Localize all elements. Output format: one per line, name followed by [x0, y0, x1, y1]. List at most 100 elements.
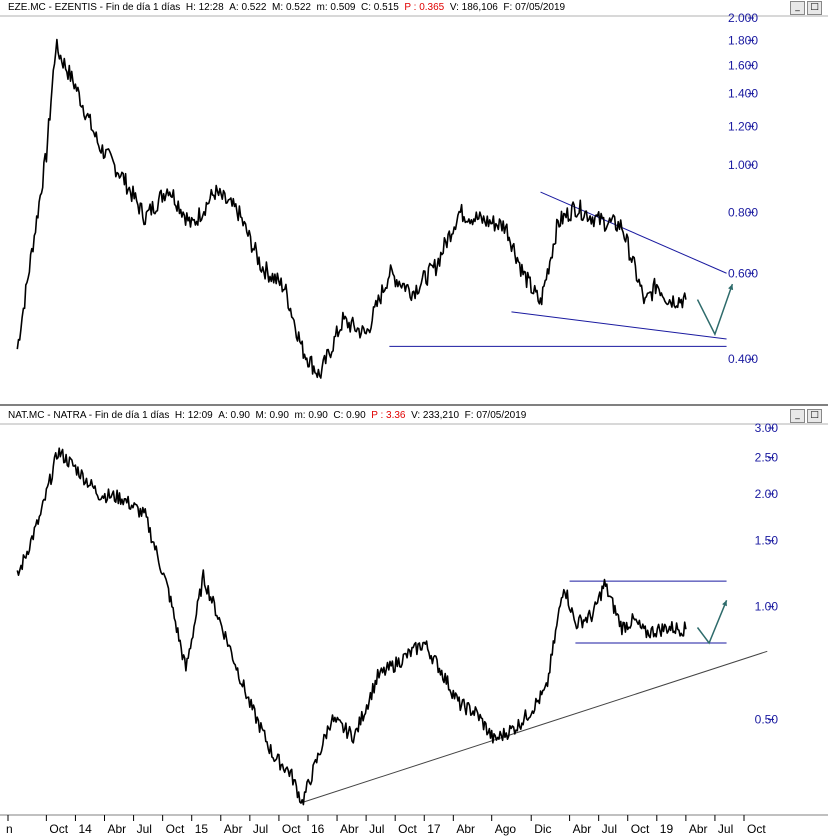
minimize-button[interactable]: _ — [790, 409, 805, 423]
v-label: V: — [449, 2, 459, 13]
y-tick-label: 1.50 — [755, 534, 779, 548]
x-tick-label: Jul — [369, 822, 384, 836]
h-label: H: — [185, 2, 196, 13]
v-value: 233,210 — [422, 410, 460, 421]
x-tick-label: Oct — [166, 822, 185, 836]
min-label: m: — [316, 2, 328, 13]
y-tick-label: 1.400 — [728, 87, 758, 101]
y-tick-label: 3.00 — [755, 421, 779, 435]
maximize-button[interactable]: □ — [807, 409, 822, 423]
p-value: 3.36 — [386, 410, 406, 421]
x-tick-label: Oct — [747, 822, 766, 836]
x-tick-label: Jul — [602, 822, 617, 836]
x-tick-label: Dic — [534, 822, 551, 836]
y-tick-label: 2.50 — [755, 451, 779, 465]
panel-header: EZE.MC - EZENTIS - Fin de día 1 días H: … — [8, 0, 565, 15]
m-value: 0.90 — [269, 410, 289, 421]
y-axis-ticks: 3.00 2.50 2.00 1.50 1.00 0.50 — [755, 421, 779, 726]
trendlines — [389, 191, 727, 347]
x-tick-label: Jul — [718, 822, 733, 836]
y-tick-label: 0.400 — [728, 352, 758, 366]
projection-arrowhead — [722, 600, 727, 607]
x-tick-label: Abr — [340, 822, 359, 836]
y-tick-label: 0.800 — [728, 205, 758, 219]
x-tick-label: Oct — [282, 822, 301, 836]
price-line — [16, 38, 687, 379]
maximize-button[interactable]: □ — [807, 1, 822, 15]
h-value: 12:28 — [198, 2, 224, 13]
y-tick-label: 0.50 — [755, 712, 779, 726]
panel-header: NAT.MC - NATRA - Fin de día 1 días H: 12… — [8, 408, 526, 423]
c-label: C: — [361, 2, 372, 13]
min-value: 0.90 — [308, 410, 328, 421]
f-label: F: — [503, 2, 513, 13]
p-label: P : — [404, 2, 417, 13]
x-tick-label: 15 — [195, 822, 209, 836]
x-tick-label: Oct — [49, 822, 68, 836]
price-line — [16, 447, 687, 806]
y-tick-label: 2.00 — [755, 487, 779, 501]
y-tick-label: 1.800 — [728, 33, 758, 47]
h-value: 12:09 — [187, 410, 213, 421]
window-controls: _ □ — [790, 1, 822, 15]
x-tick-label: 16 — [311, 822, 325, 836]
a-value: 0.90 — [230, 410, 250, 421]
x-axis-ticks: n Oct 14 Abr Jul Oct 15 Abr Jul Oct 16 Abr Jul Oct 17 A… — [6, 815, 766, 836]
x-tick-label: Jul — [137, 822, 152, 836]
p-value: 0.365 — [419, 2, 445, 13]
x-tick-label: 19 — [660, 822, 674, 836]
minimize-button[interactable]: _ — [790, 1, 805, 15]
c-label: C: — [333, 410, 344, 421]
projection-arrow — [696, 283, 734, 337]
trendlines — [302, 580, 768, 803]
x-tick-label: Abr — [224, 822, 243, 836]
a-value: 0.522 — [241, 2, 267, 13]
x-tick-label: n — [6, 822, 13, 836]
v-value: 186,106 — [461, 2, 498, 13]
x-tick-label: Oct — [398, 822, 417, 836]
x-tick-label: 17 — [427, 822, 441, 836]
y-tick-label: 1.600 — [728, 58, 758, 72]
x-tick-label: 14 — [78, 822, 92, 836]
price-series — [16, 38, 687, 379]
f-label: F: — [464, 410, 474, 421]
y-tick-label: 1.200 — [728, 119, 758, 133]
y-tick-label: 1.00 — [755, 600, 779, 614]
x-tick-label: Ago — [495, 822, 517, 836]
m-label: M: — [272, 2, 284, 13]
x-tick-label: Abr — [573, 822, 592, 836]
m-label: M: — [255, 410, 267, 421]
y-tick-label: 1.000 — [728, 158, 758, 172]
trendline — [540, 191, 727, 274]
f-value: 07/05/2019 — [515, 2, 566, 13]
m-value: 0.522 — [285, 2, 311, 13]
h-label: H: — [174, 410, 185, 421]
x-tick-label: Abr — [689, 822, 708, 836]
projection-arrowhead — [728, 284, 734, 291]
symbol-label: EZE.MC - EZENTIS - Fin de día 1 días — [8, 2, 181, 13]
projection-line — [696, 283, 734, 337]
y-axis-ticks: 2.000 1.800 1.600 1.400 1.200 1.000 0.800 0.600… — [728, 11, 758, 366]
x-tick-label: Abr — [108, 822, 127, 836]
price-series — [16, 447, 687, 806]
projection-line — [696, 600, 728, 645]
x-tick-label: Oct — [631, 822, 650, 836]
trendline — [511, 311, 727, 340]
trendline — [302, 650, 768, 803]
v-label: V: — [411, 410, 421, 421]
y-tick-label: 0.600 — [728, 266, 758, 280]
window-controls: _ □ — [790, 409, 822, 423]
x-tick-label: Abr — [456, 822, 475, 836]
projection-arrow — [696, 600, 728, 645]
f-value: 07/05/2019 — [476, 410, 527, 421]
x-tick-label: Jul — [253, 822, 268, 836]
y-tick-label: 2.000 — [728, 11, 758, 25]
min-label: m: — [294, 410, 306, 421]
min-value: 0.509 — [330, 2, 356, 13]
a-label: A: — [229, 2, 239, 13]
symbol-label: NAT.MC - NATRA - Fin de día 1 días — [8, 410, 170, 421]
c-value: 0.515 — [373, 2, 399, 13]
p-label: P : — [371, 410, 384, 421]
a-label: A: — [218, 410, 228, 421]
